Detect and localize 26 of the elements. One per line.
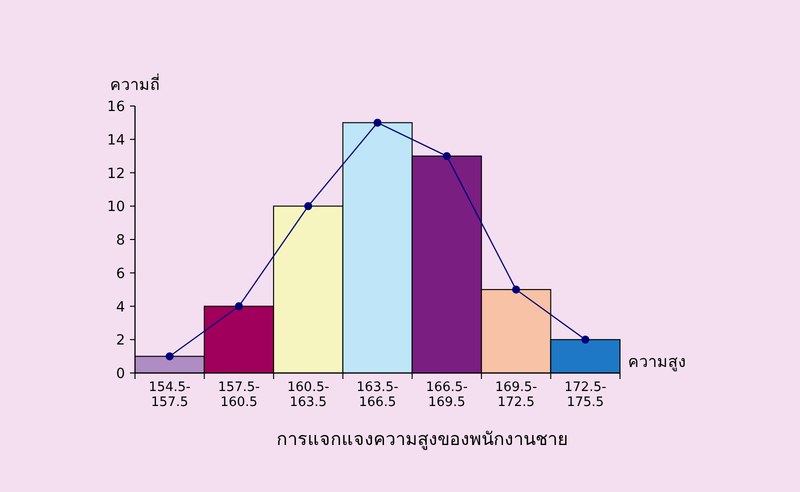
x-tick-label: 172.5-175.5 bbox=[564, 380, 607, 410]
x-tick-label: 163.5-166.5 bbox=[356, 380, 399, 410]
x-tick-label: 166.5-169.5 bbox=[426, 380, 468, 410]
point bbox=[166, 352, 174, 360]
y-tick-label: 14 bbox=[107, 132, 126, 148]
point bbox=[442, 152, 451, 160]
y-tick-label: 8 bbox=[116, 232, 125, 248]
point bbox=[234, 302, 243, 310]
y-tick-label: 6 bbox=[116, 266, 126, 282]
y-axis-title: ความถี่ bbox=[110, 73, 160, 94]
text: การแจกแจงความสูงของพนักงานชาย bbox=[276, 429, 568, 450]
point bbox=[512, 286, 520, 294]
y-tick-label: 4 bbox=[116, 299, 126, 316]
y-tick-label: 12 bbox=[107, 166, 125, 182]
y-tick-label: 16 bbox=[107, 99, 126, 115]
y-tick-label: 10 bbox=[107, 199, 125, 216]
y-tick-label: 0 bbox=[116, 366, 125, 382]
x-tick-label: 154.5-157.5 bbox=[148, 380, 191, 410]
point bbox=[304, 202, 312, 210]
x-tick-label: 160.5-163.5 bbox=[287, 380, 330, 410]
x-tick-label: 169.5-172.5 bbox=[495, 380, 538, 410]
point bbox=[374, 118, 382, 127]
x-axis-title: ความสูง bbox=[628, 352, 686, 372]
point bbox=[581, 336, 590, 344]
y-tick-label: 2 bbox=[116, 332, 125, 349]
x-tick-label: 157.5-160.5 bbox=[218, 380, 260, 410]
